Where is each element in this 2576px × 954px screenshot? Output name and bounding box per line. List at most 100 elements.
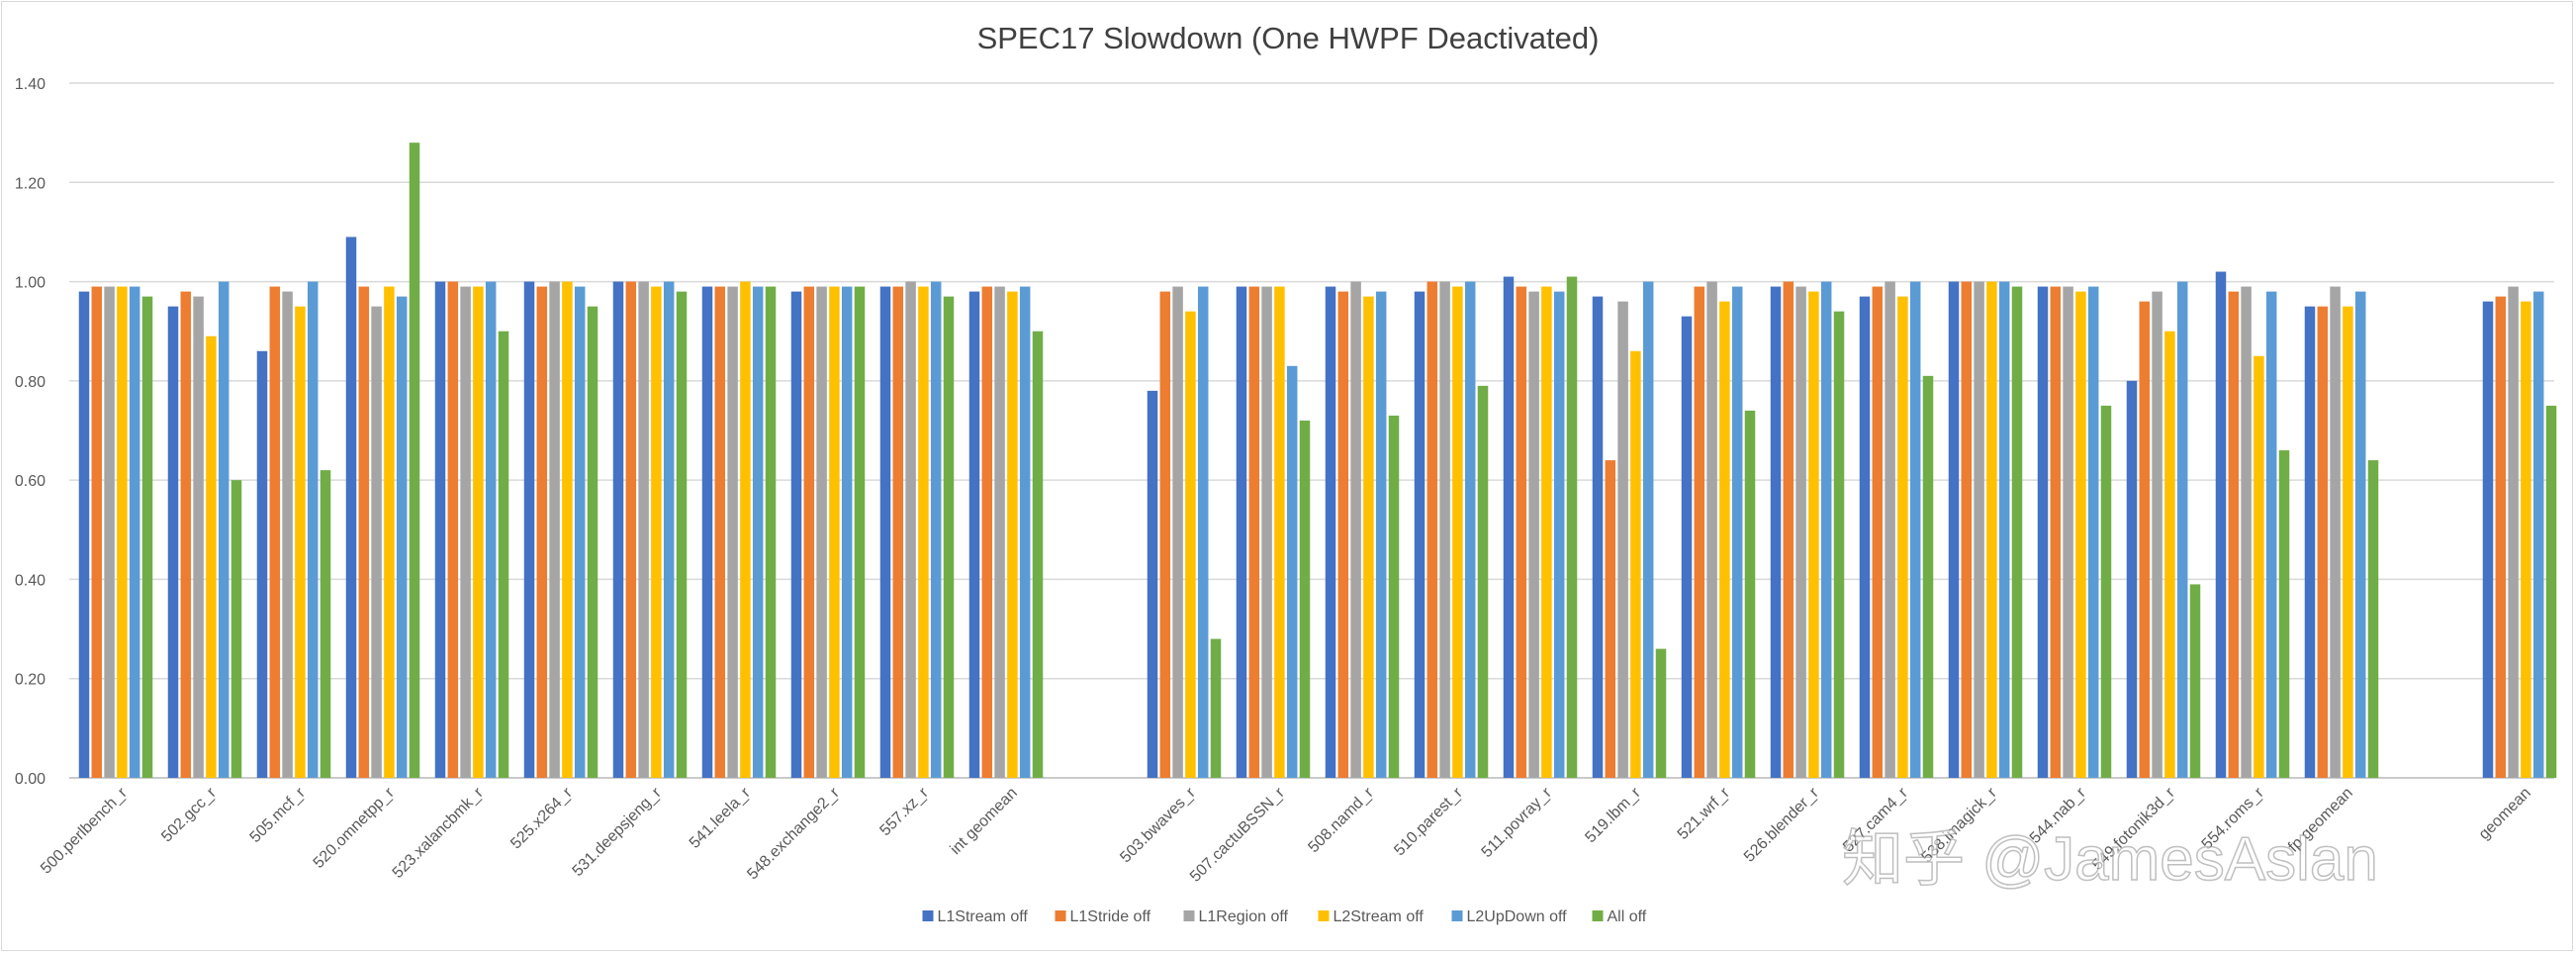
x-tick-label: 525.x264_r: [507, 784, 576, 852]
bar-l1stream-off: [2482, 301, 2494, 778]
bar-l2updown-off: [2532, 291, 2544, 778]
bar-l2updown-off: [2354, 291, 2366, 778]
bar-all-off: [2189, 584, 2201, 778]
bar-all-off: [676, 291, 688, 778]
y-tick-label: 1.20: [15, 175, 46, 192]
bar-all-off: [943, 296, 955, 778]
bar-l1stream-off: [1859, 296, 1871, 778]
x-tick-label: 505.mcf_r: [247, 784, 310, 846]
bar-l1region-off: [1172, 286, 1183, 778]
y-tick-label: 0.60: [15, 473, 46, 490]
bar-all-off: [2011, 286, 2023, 778]
bar-all-off: [141, 296, 153, 778]
bar-l1stream-off: [1592, 296, 1604, 778]
bar-l2stream-off: [1808, 291, 1819, 778]
bar-l1stride-off: [2050, 286, 2062, 778]
bar-l1stride-off: [2317, 306, 2329, 778]
bar-l1stream-off: [1236, 286, 1247, 778]
bar-l1stride-off: [2228, 291, 2240, 778]
bar-l1stride-off: [1694, 286, 1705, 778]
bar-l2stream-off: [1274, 286, 1285, 778]
bar-l2updown-off: [1909, 281, 1921, 778]
x-tick-label: 541.leela_r: [687, 784, 754, 851]
bar-l1region-off: [371, 306, 382, 778]
bar-l2updown-off: [129, 286, 140, 778]
bar-l1stride-off: [2495, 296, 2507, 778]
bar-l1stream-off: [434, 281, 446, 778]
bar-l2stream-off: [117, 286, 128, 778]
bar-l1stream-off: [2126, 380, 2138, 778]
bar-all-off: [498, 331, 509, 778]
bar-all-off: [1032, 331, 1044, 778]
bar-l1stream-off: [2037, 286, 2049, 778]
bar-l1stride-off: [714, 286, 726, 778]
bar-l1region-off: [1261, 286, 1272, 778]
y-tick-label: 0.20: [15, 672, 46, 689]
watermark: 知乎 @JamesAslan: [1842, 825, 2378, 894]
bar-l1region-off: [994, 286, 1005, 778]
x-tick-label: 508.namd_r: [1305, 784, 1377, 856]
bar-l2stream-off: [473, 286, 484, 778]
bar-l1region-off: [549, 281, 560, 778]
bar-l2updown-off: [574, 286, 586, 778]
bar-l1region-off: [460, 286, 471, 778]
x-tick-label: 503.bwaves_r: [1117, 784, 1199, 866]
bar-l2stream-off: [384, 286, 395, 778]
bar-l1region-off: [2152, 291, 2162, 778]
y-tick-label: 1.40: [15, 76, 46, 93]
bar-l1region-off: [282, 291, 293, 778]
bar-l2updown-off: [1820, 281, 1832, 778]
bar-l2stream-off: [1986, 281, 1997, 778]
bar-l1region-off: [2063, 286, 2073, 778]
bar-l1stream-off: [701, 286, 713, 778]
x-tick-label: 526.blender_r: [1741, 784, 1822, 865]
bar-l2updown-off: [1197, 286, 1209, 778]
bar-l1region-off: [816, 286, 827, 778]
bar-l2stream-off: [2254, 355, 2264, 778]
bar-l2stream-off: [295, 306, 306, 778]
bar-l1region-off: [1795, 286, 1806, 778]
bar-l2stream-off: [740, 281, 751, 778]
bar-l2updown-off: [841, 286, 853, 778]
x-tick-label: int geomean: [948, 785, 1021, 858]
bar-l1region-off: [193, 296, 204, 778]
bar-all-off: [587, 306, 598, 778]
bar-l1stream-off: [78, 291, 90, 778]
bar-l2updown-off: [2265, 291, 2277, 778]
bar-l1stride-off: [2139, 301, 2151, 778]
legend-swatch: [1592, 910, 1604, 921]
bar-l2stream-off: [1897, 296, 1908, 778]
bar-l2updown-off: [218, 281, 230, 778]
legend-swatch: [1055, 910, 1066, 921]
bar-all-off: [1210, 638, 1222, 778]
bars: [78, 143, 2557, 778]
bar-l2stream-off: [1630, 350, 1641, 778]
x-tick-label: 507.cactuBSSN_r: [1187, 784, 1288, 885]
bar-l1stride-off: [1337, 291, 1349, 778]
bar-all-off: [1566, 276, 1578, 778]
bar-l1stream-off: [523, 281, 535, 778]
bar-l1region-off: [905, 281, 916, 778]
bar-l2stream-off: [1363, 296, 1374, 778]
bar-l1stride-off: [1516, 286, 1527, 778]
bar-l2stream-off: [1719, 301, 1730, 778]
bar-l1stride-off: [892, 286, 904, 778]
bar-l1stride-off: [269, 286, 281, 778]
bar-l1stride-off: [180, 291, 192, 778]
bar-l1stride-off: [1872, 286, 1884, 778]
bar-l1region-off: [2508, 286, 2519, 778]
x-tick-label: geomean: [2476, 785, 2534, 843]
bar-l2updown-off: [307, 281, 319, 778]
bar-l1stream-off: [2215, 271, 2227, 778]
bar-l1region-off: [1885, 281, 1895, 778]
bar-all-off: [2367, 460, 2379, 778]
bar-all-off: [765, 286, 777, 778]
bar-l2updown-off: [663, 281, 675, 778]
bar-l2updown-off: [1375, 291, 1387, 778]
bar-l1stream-off: [1948, 281, 1960, 778]
bar-all-off: [1477, 385, 1489, 778]
bar-l1stream-off: [256, 350, 268, 778]
bar-l2stream-off: [1185, 311, 1196, 778]
bar-l1stride-off: [358, 286, 370, 778]
bar-l1stream-off: [345, 237, 357, 778]
